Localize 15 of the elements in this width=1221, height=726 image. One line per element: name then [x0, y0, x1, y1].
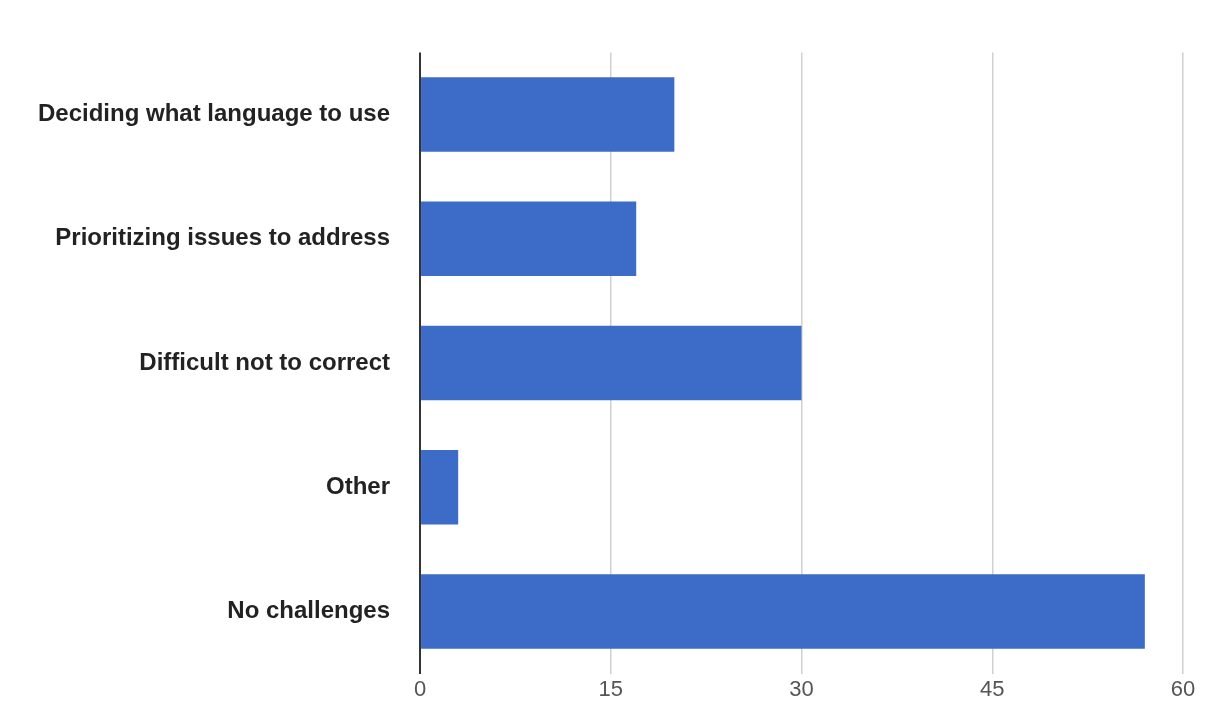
x-tick-label: 60	[1170, 675, 1196, 701]
bar	[421, 201, 637, 277]
y-tick-label: Prioritizing issues to address	[55, 223, 391, 251]
y-tick-label: Deciding what language to use	[38, 99, 391, 127]
bar	[421, 574, 1145, 649]
y-tick-label: No challenges	[227, 596, 391, 624]
y-tick-label: Other	[326, 471, 391, 499]
x-tick-label: 30	[789, 675, 814, 701]
x-tick-label: 15	[598, 675, 624, 701]
y-tick-label: Difficult not to correct	[139, 347, 391, 375]
bar	[421, 325, 802, 401]
bar	[421, 77, 675, 152]
x-tick-label: 0	[413, 675, 427, 701]
x-tick-label: 45	[980, 675, 1005, 701]
bar	[421, 449, 459, 525]
